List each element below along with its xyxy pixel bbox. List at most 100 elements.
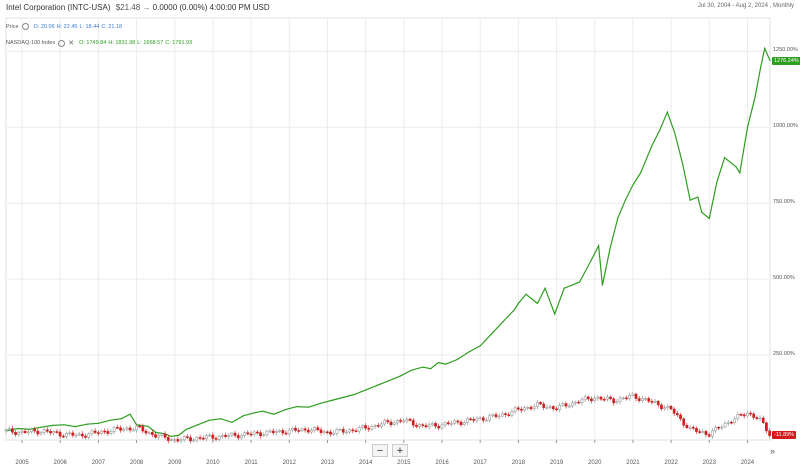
intel-candle-body <box>739 414 743 416</box>
intel-candle-body <box>361 425 364 428</box>
intel-candle-body <box>230 432 234 436</box>
intel-candle-body <box>106 431 110 434</box>
intel-candle-body <box>287 429 291 435</box>
intel-candle-body <box>475 418 479 421</box>
intel-candle-body <box>669 405 673 410</box>
nasdaq-data-point <box>674 132 676 134</box>
nasdaq-data-point <box>63 424 65 426</box>
x-tick-label: 2007 <box>91 460 106 466</box>
intel-candle-body <box>316 427 320 431</box>
nasdaq-data-point <box>764 47 766 49</box>
remove-series-close-icon[interactable]: ✕ <box>68 40 75 47</box>
intel-candle-body <box>58 431 62 437</box>
intel-candle-body <box>456 420 460 423</box>
nasdaq-data-point <box>273 413 275 415</box>
intel-candle-body <box>49 431 52 434</box>
nasdaq-data-point <box>601 284 603 286</box>
intel-candle-body <box>166 437 170 441</box>
nasdaq-data-point <box>147 425 149 427</box>
intel-candle-body <box>656 401 660 406</box>
intel-candle-body <box>182 436 186 441</box>
intel-candle-body <box>685 424 689 428</box>
intel-candle-body <box>205 435 208 439</box>
nasdaq-data-point <box>554 313 556 315</box>
nasdaq-data-point <box>754 96 756 98</box>
intel-candle-body <box>434 423 437 427</box>
intel-candle-body <box>571 402 574 407</box>
nasdaq-data-point <box>571 284 573 286</box>
nasdaq-data-point <box>590 260 592 262</box>
intel-candle-body <box>459 421 463 425</box>
intel-candle-body <box>675 413 679 416</box>
legend-nasdaq-close: C: 1791.93 <box>165 40 193 46</box>
intel-candle-body <box>755 417 759 419</box>
intel-candle-body <box>625 397 628 400</box>
intel-candle-body <box>450 423 453 425</box>
intel-candle-body <box>431 423 434 426</box>
intel-candle-body <box>672 408 676 414</box>
intel-candle-body <box>555 408 558 411</box>
intel-candle-body <box>179 439 183 442</box>
nasdaq-data-point <box>617 217 619 219</box>
intel-candle-body <box>243 432 246 436</box>
intel-candle-body <box>707 434 711 437</box>
intel-candle-body <box>100 430 103 434</box>
nasdaq-data-point <box>723 157 726 159</box>
intel-candle-body <box>84 435 87 438</box>
x-tick-label: 2014 <box>358 460 373 466</box>
nasdaq-data-point <box>307 406 309 408</box>
y-tick-label: 750.00% <box>773 199 795 206</box>
nasdaq-settings-gear-icon[interactable] <box>58 39 66 47</box>
intel-candle-body <box>77 433 81 436</box>
plot-frame <box>5 17 771 441</box>
zoom-in-button[interactable]: + <box>392 444 408 457</box>
intel-candle-body <box>510 411 514 416</box>
nasdaq-data-point <box>468 351 470 353</box>
nasdaq-data-point <box>410 369 413 371</box>
intel-candle-body <box>249 433 253 436</box>
intel-candle-body <box>691 427 695 429</box>
y-tick-label: 1000.00% <box>773 123 798 130</box>
intel-candle-body <box>396 420 399 424</box>
expand-chevron-icon[interactable]: » <box>770 446 776 456</box>
intel-candle-body <box>383 420 386 425</box>
nasdaq-data-point <box>261 410 264 412</box>
intel-candle-body <box>650 401 654 403</box>
x-tick-label: 2005 <box>15 460 29 466</box>
chart-header: Intel Corporation (INTC-USA) $21.48 → 0.… <box>6 3 270 12</box>
intel-candle-body <box>717 427 721 429</box>
intel-candle-body <box>348 429 351 433</box>
intel-candle-body <box>224 434 227 437</box>
intel-candle-body <box>536 402 539 407</box>
nasdaq-data-point <box>563 287 565 289</box>
nasdaq-data-point <box>208 419 210 421</box>
intel-candle-body <box>523 407 526 411</box>
intel-candle-body <box>4 429 8 432</box>
intel-candle-body <box>367 427 371 430</box>
intel-candle-body <box>421 424 425 426</box>
nasdaq-data-point <box>517 302 519 304</box>
nasdaq-data-point <box>708 217 710 219</box>
zoom-out-button[interactable]: − <box>372 444 388 457</box>
intel-candle-body <box>310 429 313 433</box>
nasdaq-data-point <box>491 333 493 335</box>
legend-price-high: H: 22.45 <box>56 23 78 30</box>
intel-candle-body <box>227 434 231 437</box>
nasdaq-data-point <box>177 434 180 437</box>
intel-candle-body <box>698 431 701 433</box>
nasdaq-series-line <box>5 46 771 438</box>
intel-candle-body <box>195 437 199 441</box>
price-settings-gear-icon[interactable] <box>21 23 29 30</box>
intel-candle-body <box>357 427 361 432</box>
intel-candle-body <box>376 425 380 427</box>
intel-candle-body <box>542 403 546 408</box>
intel-candle-body <box>52 431 56 434</box>
intel-candle-body <box>259 432 262 437</box>
nasdaq-data-point <box>632 184 634 186</box>
intel-candle-body <box>326 431 329 434</box>
nasdaq-data-point <box>219 418 222 420</box>
nasdaq-data-point <box>120 418 122 420</box>
intel-candle-body <box>418 424 421 427</box>
intel-candle-body <box>640 398 644 401</box>
